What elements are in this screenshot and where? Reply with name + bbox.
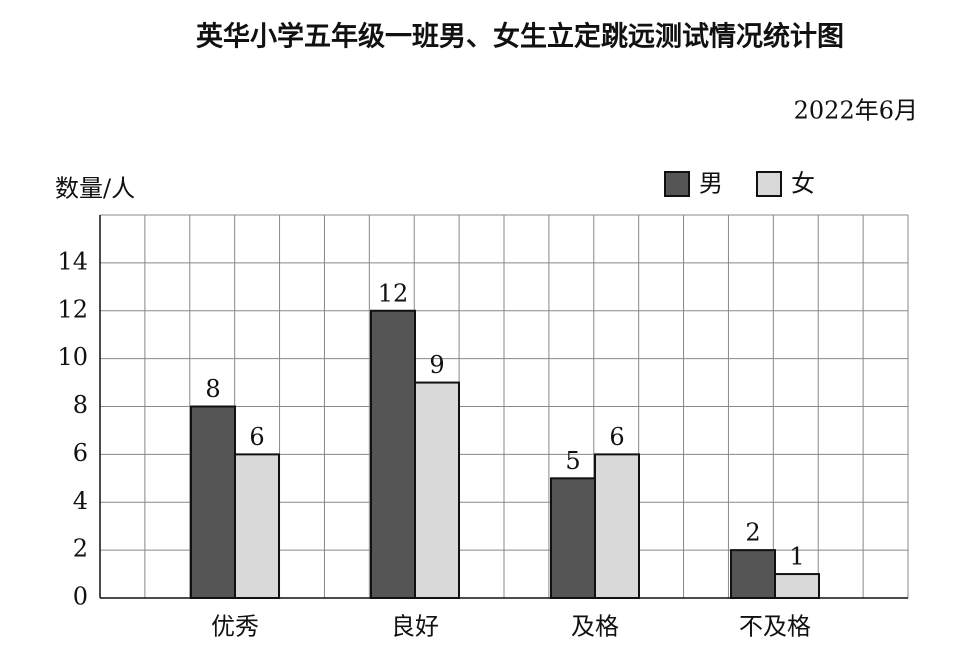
- chart-title: 英华小学五年级一班男、女生立定跳远测试情况统计图: [196, 21, 844, 53]
- bar: [594, 453, 640, 599]
- y-tick-label: 4: [73, 487, 88, 515]
- data-label: 9: [429, 351, 444, 379]
- x-tick-label: 不及格: [739, 613, 811, 641]
- y-tick-label: 14: [57, 247, 88, 275]
- y-tick-label: 10: [57, 343, 88, 371]
- chart-subtitle: 2022年6月: [794, 97, 918, 125]
- legend-swatch: [756, 171, 782, 197]
- y-tick-label: 2: [73, 535, 88, 563]
- bar: [234, 453, 280, 599]
- bar: [730, 549, 776, 599]
- bar: [370, 309, 416, 599]
- y-tick-label: 8: [73, 391, 88, 419]
- y-tick-label: 0: [73, 583, 88, 611]
- y-tick-label: 12: [57, 295, 88, 323]
- data-label: 1: [789, 543, 804, 571]
- legend-label: 男: [699, 170, 723, 198]
- legend-swatch: [664, 171, 690, 197]
- bar: [774, 573, 820, 599]
- data-label: 6: [249, 423, 264, 451]
- x-tick-label: 及格: [571, 613, 619, 641]
- x-tick-label: 优秀: [211, 613, 259, 641]
- x-tick-label: 良好: [391, 613, 439, 641]
- data-label: 8: [205, 375, 220, 403]
- data-label: 6: [609, 423, 624, 451]
- y-tick-label: 6: [73, 439, 88, 467]
- bar: [550, 477, 596, 599]
- data-label: 2: [745, 519, 760, 547]
- bar: [190, 405, 236, 599]
- legend-label: 女: [791, 170, 815, 198]
- y-axis-label: 数量/人: [55, 175, 135, 203]
- data-label: 5: [565, 447, 580, 475]
- data-label: 12: [378, 279, 409, 307]
- bar: [414, 381, 460, 599]
